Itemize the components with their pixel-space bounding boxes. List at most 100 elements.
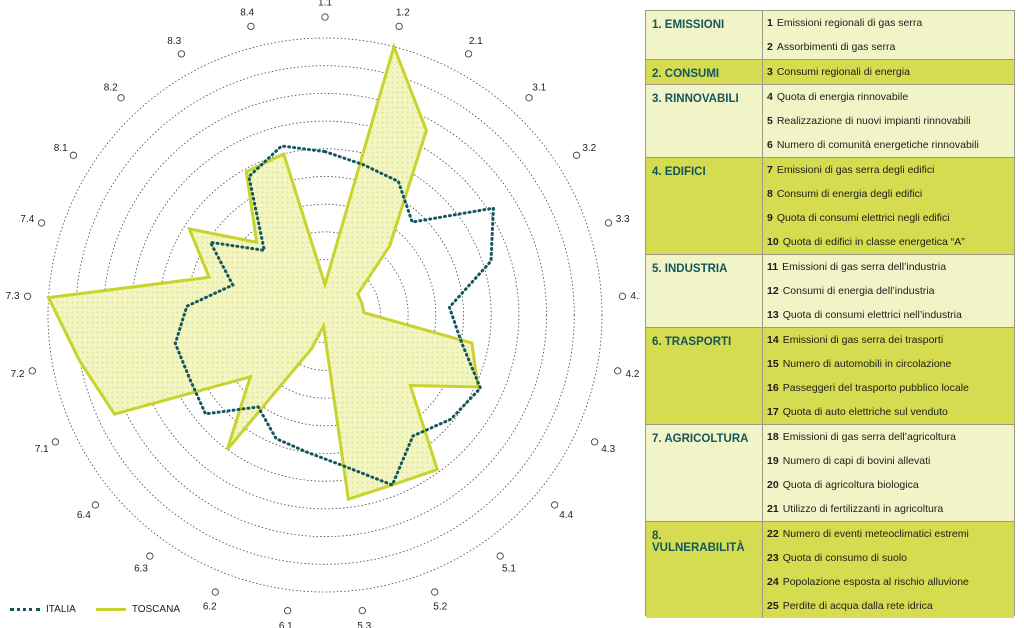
indicator-text: Quota di consumi elettrici nell’industri… xyxy=(782,309,962,321)
group-name: 7. AGRICOLTURA xyxy=(646,425,763,521)
grid-ring xyxy=(213,203,437,427)
indicator-text: Numero di comunità energetiche rinnovabi… xyxy=(776,139,979,151)
italia-polygon xyxy=(173,144,495,487)
indicator-item: 12 Consumi di energia dell’industria xyxy=(763,279,1014,303)
indicator-item: 1 Emissioni regionali di gas serra xyxy=(763,11,1014,35)
axis-marker xyxy=(177,50,186,58)
indicator-number: 3 xyxy=(767,66,773,78)
indicator-number: 12 xyxy=(767,285,779,297)
indicator-text: Quota di consumi elettrici negli edifici xyxy=(776,212,950,224)
grid-ring xyxy=(75,65,575,565)
indicator-text: Quota di energia rinnovabile xyxy=(776,91,909,103)
axis-marker xyxy=(496,552,504,560)
axis-marker xyxy=(464,50,473,58)
indicator-number: 19 xyxy=(767,455,779,467)
indicator-item: 23 Quota di consumo di suolo xyxy=(763,546,1014,570)
axis-label: 4.1 xyxy=(630,291,640,302)
grid-ring xyxy=(186,176,464,454)
indicator-text: Emissioni regionali di gas serra xyxy=(776,17,923,29)
axis-labels: 1.1 1.2 2.1 3.1 3.2 3.3 4.1 4.2 4.3 4.4 5.1 5.2 5.3 6… xyxy=(6,0,640,628)
axis-marker xyxy=(211,588,219,596)
indicator-text: Emissioni di gas serra dell’agricoltura xyxy=(782,431,957,443)
indicator-number: 10 xyxy=(767,236,779,248)
axis-label: 5.3 xyxy=(357,621,371,628)
axis-marker xyxy=(395,22,403,31)
axis-label: 7.3 xyxy=(6,291,20,302)
indicator-item: 3 Consumi regionali di energia xyxy=(763,60,1014,84)
indicator-text: Emissioni di gas serra degli edifici xyxy=(776,164,935,176)
indicator-text: Passeggeri del trasporto pubblico locale xyxy=(782,382,969,394)
toscana-polygon xyxy=(46,42,480,502)
indicator-number: 6 xyxy=(767,139,773,151)
axis-label: 3.1 xyxy=(532,82,546,93)
indicator-text: Quota di edifici in classe energetica “A… xyxy=(782,236,965,248)
indicator-number: 8 xyxy=(767,188,773,200)
legend-italia-label: ITALIA xyxy=(46,604,76,615)
indicator-item: 11 Emissioni di gas serra dell’industria xyxy=(763,255,1014,279)
indicator-item: 15 Numero di automobili in circolazione xyxy=(763,352,1014,376)
grid-ring xyxy=(47,37,603,593)
axis-marker xyxy=(358,607,366,615)
indicator-number: 20 xyxy=(767,479,779,491)
indicator-item: 20 Quota di agricoltura biologica xyxy=(763,473,1014,497)
axis-label: 8.1 xyxy=(54,143,68,154)
indicator-number: 14 xyxy=(767,334,779,346)
indicator-text: Emissioni di gas serra dell’industria xyxy=(782,261,947,273)
radar-chart: 1.1 1.2 2.1 3.1 3.2 3.3 4.1 4.2 4.3 4.4 5.1 5.2 5.3 6… xyxy=(6,0,640,628)
axis-label: 5.2 xyxy=(433,602,447,613)
indicator-number: 7 xyxy=(767,164,773,176)
axis-marker xyxy=(91,501,100,509)
indicator-number: 5 xyxy=(767,115,773,127)
indicator-item: 10 Quota di edifici in classe energetica … xyxy=(763,230,1014,254)
axis-label: 2.1 xyxy=(469,36,483,47)
indicator-item: 19 Numero di capi di bovini allevati xyxy=(763,449,1014,473)
group-row: 8. VULNERABILITÀ 22 Numero di eventi meteo… xyxy=(646,522,1014,618)
indicator-number: 9 xyxy=(767,212,773,224)
indicator-text: Emissioni di gas serra dei trasporti xyxy=(782,334,944,346)
grid-ring xyxy=(130,120,520,510)
axis-marker xyxy=(247,22,255,31)
group-row: 4. EDIFICI 7 Emissioni di gas serra degli … xyxy=(646,158,1014,255)
indicator-number: 23 xyxy=(767,552,779,564)
axis-label: 8.3 xyxy=(167,36,181,47)
indicator-table: 1. EMISSIONI 1 Emissioni regionali di gas … xyxy=(645,10,1015,618)
axis-label: 4.2 xyxy=(626,369,640,380)
indicator-item: 22 Numero di eventi meteoclimatici estrem… xyxy=(763,522,1014,546)
indicator-text: Realizzazione di nuovi impianti rinnovab… xyxy=(776,115,971,127)
axis-label: 4.4 xyxy=(559,510,573,521)
indicator-item: 4 Quota di energia rinnovabile xyxy=(763,85,1014,109)
indicator-item: 18 Emissioni di gas serra dell’agricoltur… xyxy=(763,425,1014,449)
axis-label: 7.2 xyxy=(11,369,25,380)
grid-ring xyxy=(241,231,409,399)
group-name: 8. VULNERABILITÀ xyxy=(646,522,763,618)
indicator-number: 25 xyxy=(767,600,779,612)
axis-label: 4.3 xyxy=(601,444,615,455)
indicator-item: 2 Assorbimenti di gas serra xyxy=(763,35,1014,59)
indicator-item: 5 Realizzazione di nuovi impianti rinnova… xyxy=(763,109,1014,133)
axis-label: 1.1 xyxy=(318,0,332,9)
indicator-number: 2 xyxy=(767,41,773,53)
indicator-text: Utilizzo di fertilizzanti in agricoltura xyxy=(782,503,944,515)
axis-label: 7.4 xyxy=(20,214,34,225)
indicator-text: Quota di consumo di suolo xyxy=(782,552,908,564)
axis-label: 6.1 xyxy=(279,621,293,628)
indicator-text: Consumi regionali di energia xyxy=(776,66,910,78)
group-name: 1. EMISSIONI xyxy=(646,11,763,59)
indicator-text: Assorbimenti di gas serra xyxy=(776,41,896,53)
axis-label: 3.3 xyxy=(616,214,630,225)
indicator-text: Perdite di acqua dalla rete idrica xyxy=(782,600,933,612)
axis-label: 8.4 xyxy=(240,7,254,18)
indicator-item: 8 Consumi di energia degli edifici xyxy=(763,182,1014,206)
indicator-item: 13 Quota di consumi elettrici nell’indust… xyxy=(763,303,1014,327)
group-name: 4. EDIFICI xyxy=(646,158,763,254)
chart-legend: ITALIA TOSCANA xyxy=(10,604,180,615)
indicator-item: 25 Perdite di acqua dalla rete idrica xyxy=(763,594,1014,618)
indicator-item: 14 Emissioni di gas serra dei trasporti xyxy=(763,328,1014,352)
indicator-item: 6 Numero di comunità energetiche rinnovab… xyxy=(763,133,1014,157)
axis-marker xyxy=(431,588,439,596)
indicator-text: Quota di agricoltura biologica xyxy=(782,479,919,491)
indicator-item: 17 Quota di auto elettriche sul venduto xyxy=(763,400,1014,424)
axis-marker xyxy=(604,219,613,227)
axis-marker xyxy=(28,367,36,375)
indicator-number: 16 xyxy=(767,382,779,394)
